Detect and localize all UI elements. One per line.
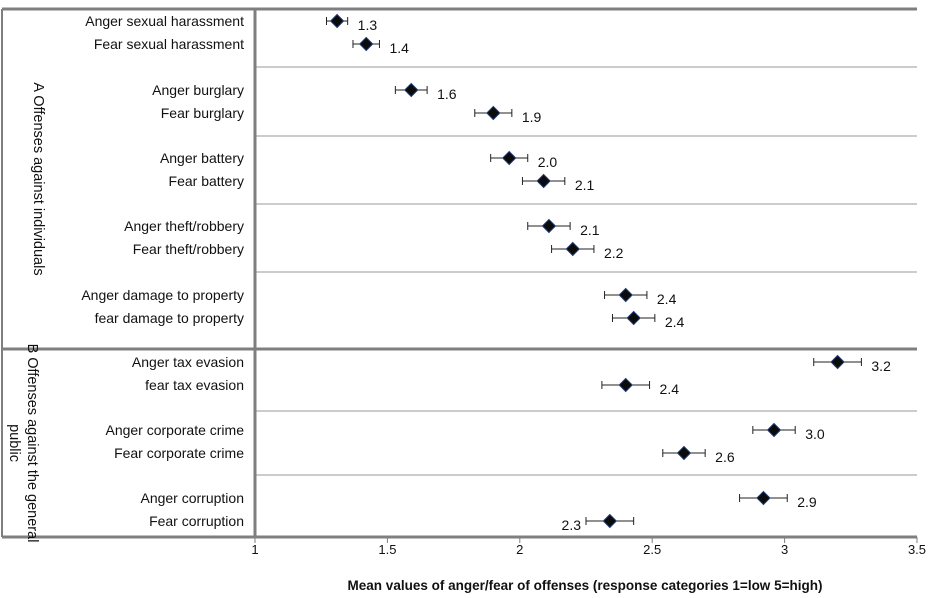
row-label: Anger corporate crime bbox=[105, 422, 244, 438]
row-label: Anger tax evasion bbox=[132, 354, 244, 370]
row-label: Anger sexual harassment bbox=[85, 13, 244, 29]
data-label: 2.4 bbox=[657, 291, 677, 307]
data-label: 2.1 bbox=[580, 222, 600, 238]
data-label: 3.2 bbox=[871, 358, 891, 374]
row-label: Anger corruption bbox=[140, 490, 244, 506]
row-label: Fear corruption bbox=[149, 513, 244, 529]
group-label-line: public bbox=[6, 424, 22, 462]
x-tick-label: 3.5 bbox=[908, 542, 926, 557]
data-point-marker bbox=[486, 105, 501, 121]
data-point-marker bbox=[541, 218, 557, 234]
data-label: 1.4 bbox=[389, 40, 409, 56]
data-label: 2.2 bbox=[604, 245, 624, 261]
data-label: 2.1 bbox=[575, 177, 595, 193]
data-label: 2.4 bbox=[665, 314, 685, 330]
row-label: Fear theft/robbery bbox=[133, 241, 244, 257]
data-point-marker bbox=[626, 310, 641, 326]
row-label: Anger damage to property bbox=[81, 287, 244, 303]
row-label: Fear corporate crime bbox=[114, 445, 244, 461]
data-label: 2.0 bbox=[538, 154, 558, 170]
data-point-marker bbox=[676, 445, 692, 461]
data-label: 2.4 bbox=[660, 381, 680, 397]
data-point-marker bbox=[766, 422, 782, 438]
data-point-marker bbox=[536, 173, 551, 189]
data-point-marker bbox=[830, 354, 845, 370]
group-label: A Offenses against individuals bbox=[30, 82, 46, 275]
row-label: Fear sexual harassment bbox=[94, 36, 244, 52]
data-point-marker bbox=[502, 150, 517, 166]
x-axis-label: Mean values of anger/fear of offenses (r… bbox=[348, 578, 823, 593]
x-tick-label: 3 bbox=[781, 542, 788, 557]
data-label: 2.6 bbox=[715, 449, 735, 465]
data-point-marker bbox=[404, 82, 419, 98]
data-point-marker bbox=[618, 377, 633, 393]
x-tick-label: 2.5 bbox=[643, 542, 661, 557]
row-label: Anger theft/robbery bbox=[124, 218, 244, 234]
data-label: 2.9 bbox=[797, 494, 817, 510]
group-label: B Offenses against the generalpublic bbox=[6, 344, 40, 543]
data-label: 1.3 bbox=[358, 17, 378, 33]
data-label: 1.9 bbox=[522, 109, 542, 125]
row-label: Fear battery bbox=[169, 173, 244, 189]
data-point-marker bbox=[565, 241, 580, 257]
group-label-line: B Offenses against the general bbox=[24, 344, 40, 543]
group-label-line: A Offenses against individuals bbox=[30, 82, 46, 275]
x-tick-label: 2 bbox=[516, 542, 523, 557]
data-point-marker bbox=[602, 513, 618, 529]
data-point-marker bbox=[359, 36, 374, 52]
x-tick-label: 1 bbox=[251, 542, 258, 557]
row-label: fear tax evasion bbox=[145, 377, 244, 393]
data-point-marker bbox=[329, 13, 345, 29]
data-label: 1.6 bbox=[437, 86, 457, 102]
row-label: fear damage to property bbox=[95, 310, 244, 326]
data-point-marker bbox=[756, 490, 771, 506]
data-point-marker bbox=[618, 287, 633, 303]
row-label: Fear burglary bbox=[161, 105, 244, 121]
chart-marks: Anger sexual harassment 1.3 Fear sexual ha… bbox=[81, 13, 891, 533]
row-label: Anger battery bbox=[160, 150, 244, 166]
chart-frame: A Offenses against individuals B Offenses… bbox=[1, 7, 917, 543]
x-tick-label: 1.5 bbox=[378, 542, 396, 557]
row-label: Anger burglary bbox=[152, 82, 244, 98]
data-label: 2.3 bbox=[562, 517, 582, 533]
x-axis: 1 1.5 2 2.5 3 3.5 bbox=[251, 537, 926, 557]
data-label: 3.0 bbox=[805, 426, 825, 442]
